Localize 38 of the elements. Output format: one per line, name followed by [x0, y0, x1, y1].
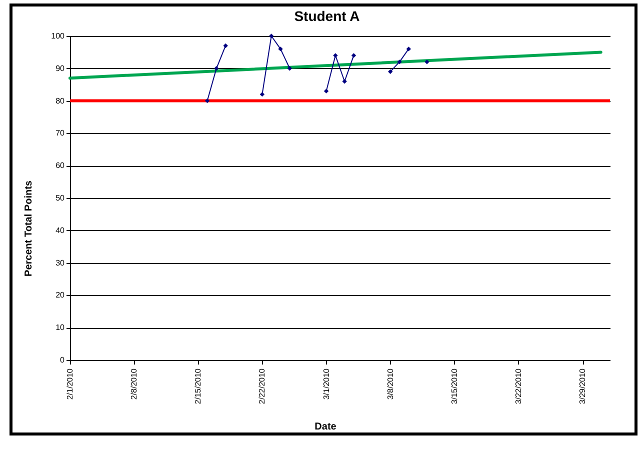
- x-axis-title: Date: [314, 422, 337, 432]
- x-tick-label: 3/8/2010: [386, 368, 395, 400]
- y-tick-label: 50: [56, 194, 66, 202]
- y-axis-title: Percent Total Points: [24, 180, 34, 276]
- y-tick-label: 0: [60, 356, 66, 364]
- point: [214, 66, 219, 71]
- point: [406, 46, 411, 52]
- x-tick-label: 3/15/2010: [450, 368, 459, 404]
- x-tick-label: 2/1/2010: [66, 368, 74, 400]
- x-tick-label: 2/15/2010: [194, 368, 203, 404]
- y-tick-label: 40: [56, 226, 66, 235]
- point: [204, 98, 210, 104]
- point: [260, 92, 265, 97]
- x-tick-label: 3/22/2010: [514, 368, 523, 404]
- point: [333, 53, 338, 58]
- y-tick-label: 90: [56, 64, 66, 73]
- point: [287, 66, 292, 71]
- point: [388, 69, 393, 74]
- point: [324, 88, 329, 94]
- y-tick-label: 100: [51, 32, 66, 40]
- y-tick-label: 70: [56, 128, 66, 138]
- point: [269, 34, 274, 38]
- y-tick-label: 60: [56, 161, 66, 170]
- x-tick-label: 2/8/2010: [130, 368, 139, 400]
- y-tick-label: 10: [56, 323, 66, 332]
- point: [397, 60, 402, 64]
- point: [223, 43, 228, 48]
- x-tick-label: 3/29/2010: [578, 368, 588, 404]
- point: [278, 46, 283, 52]
- y-tick-label: 20: [56, 290, 66, 300]
- x-tick-label: 2/22/2010: [258, 368, 267, 404]
- point: [342, 79, 347, 84]
- x-tick-label: 3/1/2010: [322, 368, 331, 400]
- y-tick-label: 80: [56, 96, 66, 106]
- point: [351, 53, 356, 58]
- y-tick-label: 30: [56, 258, 66, 268]
- chart-title: Student A: [294, 8, 360, 24]
- point: [424, 60, 430, 64]
